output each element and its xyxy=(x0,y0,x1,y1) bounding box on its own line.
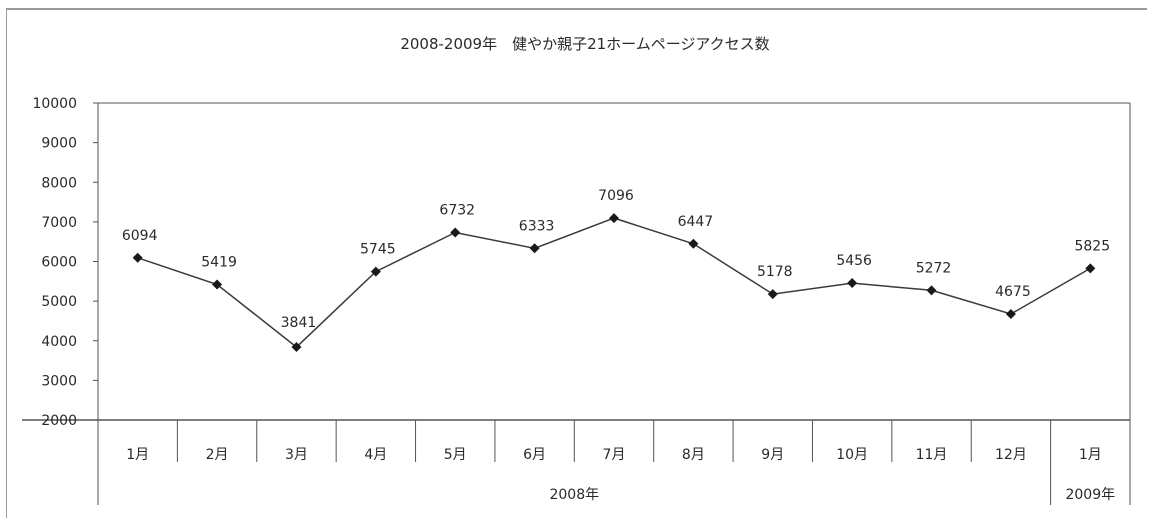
data-label: 6094 xyxy=(122,228,158,244)
x-category-label: 5月 xyxy=(444,447,467,463)
y-tick-label: 2000 xyxy=(41,413,77,429)
data-point-marker xyxy=(291,342,302,353)
data-point-marker xyxy=(132,252,143,263)
data-point-marker xyxy=(609,213,619,224)
data-point-marker xyxy=(1005,309,1016,320)
y-tick-label: 8000 xyxy=(41,175,77,191)
data-point-marker xyxy=(529,243,540,254)
data-label: 6447 xyxy=(678,214,714,230)
x-category-label: 9月 xyxy=(761,447,784,463)
x-category-label: 4月 xyxy=(364,447,387,463)
x-category-label: 7月 xyxy=(603,447,626,463)
data-label: 5272 xyxy=(916,260,952,276)
y-tick-label: 5000 xyxy=(41,294,77,310)
x-year-label: 2009年 xyxy=(1065,487,1115,503)
y-tick-label: 9000 xyxy=(41,136,77,152)
data-label: 5419 xyxy=(201,255,237,271)
data-label: 7096 xyxy=(598,188,634,204)
y-tick-label: 4000 xyxy=(41,334,77,350)
data-point-marker xyxy=(767,289,778,300)
x-category-label: 11月 xyxy=(916,447,948,463)
x-year-label: 2008年 xyxy=(549,487,599,503)
data-point-marker xyxy=(450,227,461,238)
x-category-label: 2月 xyxy=(206,447,229,463)
x-category-label: 8月 xyxy=(682,447,705,463)
data-point-marker xyxy=(1085,263,1096,274)
y-tick-label: 6000 xyxy=(41,255,77,271)
x-category-label: 1月 xyxy=(126,447,149,463)
data-label: 4675 xyxy=(995,284,1031,300)
x-category-label: 12月 xyxy=(995,447,1027,463)
data-label: 3841 xyxy=(281,315,317,331)
series-layer xyxy=(132,213,1096,353)
y-tick-label: 10000 xyxy=(32,96,77,112)
x-category-label: 3月 xyxy=(285,447,308,463)
data-label: 5745 xyxy=(360,242,396,258)
y-tick-label: 7000 xyxy=(41,215,77,231)
x-category-label: 6月 xyxy=(523,447,546,463)
data-point-marker xyxy=(212,279,223,290)
x-category-label: 1月 xyxy=(1079,447,1102,463)
data-label: 6732 xyxy=(439,202,475,218)
data-point-marker xyxy=(926,285,937,296)
data-point-marker xyxy=(370,266,381,277)
data-label: 5825 xyxy=(1074,238,1110,254)
chart-frame xyxy=(6,8,1147,518)
chart-title: 2008-2009年 健やか親子21ホームページアクセス数 xyxy=(400,35,769,53)
data-label: 5456 xyxy=(836,253,872,269)
y-tick-label: 3000 xyxy=(41,373,77,389)
data-point-marker xyxy=(847,278,858,289)
data-labels-layer: 6094 5419 3841 5745 6732 6333 7096 6447 5178 5456… xyxy=(122,188,1110,331)
axes-layer: 2000 3000 4000 5000 6000 7000 8000 9000 10000 1月 2… xyxy=(22,96,1131,505)
data-label: 6333 xyxy=(519,218,555,234)
data-point-marker xyxy=(688,238,699,249)
data-label: 5178 xyxy=(757,264,793,280)
x-category-label: 10月 xyxy=(836,447,868,463)
